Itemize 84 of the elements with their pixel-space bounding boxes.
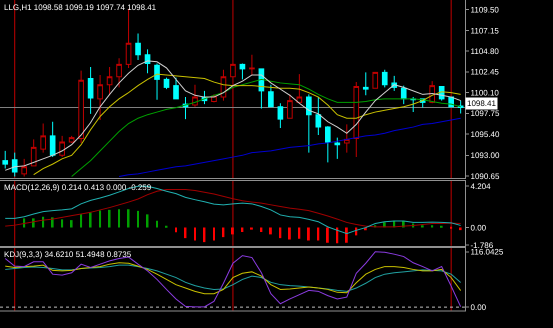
candlestick (296, 74, 302, 103)
candlestick (2, 150, 8, 170)
candlestick (40, 123, 46, 154)
y-tick-label: 1109.50 (470, 6, 500, 15)
line-series (118, 118, 462, 177)
bar (307, 228, 310, 240)
bar (108, 210, 111, 228)
y-tick-label: 116.0425 (470, 248, 504, 257)
y-tick-label: 0.00 (470, 223, 487, 232)
candlestick (135, 33, 141, 60)
candlestick (240, 63, 246, 80)
y-tick-label: 1093.00 (470, 151, 500, 160)
candlestick (362, 72, 369, 96)
y-tick-label: 4.204 (470, 182, 492, 191)
candlestick (30, 138, 37, 166)
bar (222, 228, 224, 238)
y-tick-label: 1104.80 (470, 46, 500, 56)
candlestick (164, 77, 170, 90)
bar (61, 219, 64, 228)
y-tick-label: 1090.65 (470, 172, 500, 181)
y-tick-label: -1.786 (470, 240, 494, 250)
y-tick-label: 0.00 (470, 302, 487, 312)
candlestick (97, 74, 103, 120)
candlestick (372, 72, 378, 89)
candlestick (106, 66, 112, 96)
candlestick (88, 66, 94, 114)
candlestick (400, 85, 407, 105)
bar (175, 228, 177, 232)
candlestick (268, 84, 274, 108)
candlestick (173, 77, 179, 100)
bar (288, 228, 291, 240)
candlestick (316, 96, 322, 136)
bar (269, 228, 272, 234)
y-tick-label: 1095.40 (470, 130, 500, 139)
y-tick-label: 1102.45 (470, 68, 500, 77)
candlestick (21, 158, 28, 177)
candlestick (68, 135, 74, 144)
ref-line-label: 1098.41 (467, 99, 496, 108)
bar (241, 228, 244, 232)
bar (156, 220, 158, 228)
line-series (4, 251, 462, 308)
y-tick-label: 1107.15 (470, 26, 500, 36)
candlestick (382, 69, 388, 88)
candlestick (192, 84, 198, 108)
candlestick (324, 126, 331, 163)
line-series (4, 186, 462, 234)
bar (213, 228, 215, 240)
bar (99, 210, 102, 228)
candlestick (59, 135, 65, 158)
candlestick (344, 124, 350, 154)
bar (194, 228, 196, 240)
candlestick (144, 48, 150, 74)
y-tick-label: 1097.75 (470, 109, 500, 118)
bar (146, 214, 148, 228)
bar (298, 228, 300, 239)
y-tick-label: 1100.10 (470, 88, 500, 98)
bar (118, 209, 120, 228)
bar (326, 228, 329, 243)
candlestick (50, 121, 56, 158)
candlestick (278, 102, 284, 128)
bar (459, 228, 462, 230)
bar (421, 225, 424, 228)
bar (431, 225, 434, 228)
bar (70, 220, 73, 228)
bar (260, 228, 262, 232)
candlestick (78, 70, 84, 144)
bar (317, 228, 320, 240)
bar (89, 212, 92, 228)
bar (184, 228, 186, 238)
bar (137, 210, 139, 228)
candlestick (306, 94, 312, 154)
candlestick (116, 58, 122, 88)
bar (80, 214, 82, 228)
line-series (4, 60, 462, 171)
candlestick (249, 54, 255, 76)
bar (336, 228, 338, 244)
bar (279, 228, 282, 238)
candlestick (334, 137, 340, 160)
bar (127, 209, 130, 228)
bar (203, 228, 206, 242)
candlestick (353, 82, 360, 158)
candlestick (12, 152, 18, 177)
candlestick (287, 94, 293, 119)
candlestick (154, 63, 160, 100)
